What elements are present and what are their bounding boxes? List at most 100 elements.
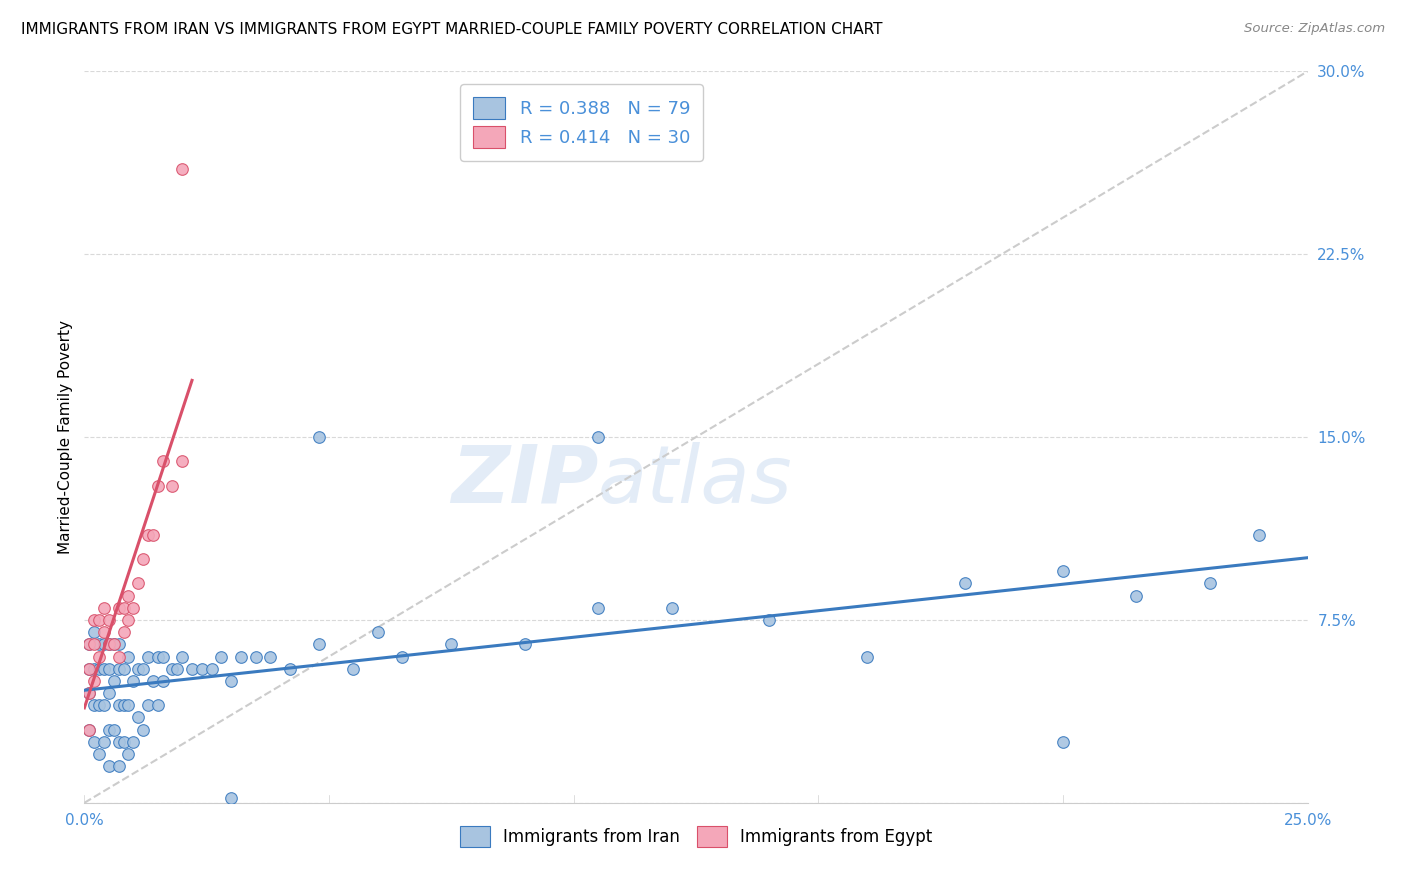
Text: ZIP: ZIP [451, 442, 598, 520]
Point [1198, 576, 1220, 591]
Point [77, 686, 100, 700]
Point [117, 589, 139, 603]
Point [112, 625, 135, 640]
Point [122, 673, 145, 688]
Point [97, 637, 120, 651]
Point [107, 662, 129, 676]
Point [259, 649, 281, 664]
Point [342, 662, 364, 676]
Point [77, 637, 100, 651]
Point [97, 613, 120, 627]
Point [93, 735, 115, 749]
Point [278, 662, 301, 676]
Point [112, 735, 135, 749]
Point [87, 662, 110, 676]
Point [209, 649, 232, 664]
Point [83, 625, 105, 640]
Point [391, 649, 413, 664]
Y-axis label: Married-Couple Family Poverty: Married-Couple Family Poverty [58, 320, 73, 554]
Point [1125, 589, 1147, 603]
Point [245, 649, 267, 664]
Point [87, 613, 110, 627]
Point [97, 686, 120, 700]
Point [856, 649, 879, 664]
Legend: Immigrants from Iran, Immigrants from Egypt: Immigrants from Iran, Immigrants from Eg… [450, 816, 942, 856]
Point [440, 637, 463, 651]
Point [172, 161, 194, 176]
Point [586, 600, 609, 615]
Point [77, 686, 100, 700]
Point [191, 662, 214, 676]
Point [112, 698, 135, 713]
Point [308, 430, 330, 444]
Point [103, 637, 125, 651]
Point [367, 625, 389, 640]
Point [1052, 564, 1074, 578]
Point [513, 637, 536, 651]
Point [93, 698, 115, 713]
Point [97, 759, 120, 773]
Point [107, 600, 129, 615]
Point [117, 649, 139, 664]
Point [77, 662, 100, 676]
Point [953, 576, 976, 591]
Point [103, 637, 125, 651]
Point [146, 479, 169, 493]
Point [97, 637, 120, 651]
Point [166, 662, 188, 676]
Point [172, 454, 194, 468]
Point [1052, 735, 1074, 749]
Point [97, 723, 120, 737]
Point [162, 479, 184, 493]
Point [107, 735, 129, 749]
Point [152, 454, 174, 468]
Point [107, 698, 129, 713]
Point [132, 662, 155, 676]
Point [127, 662, 149, 676]
Point [103, 723, 125, 737]
Point [219, 791, 242, 805]
Point [93, 600, 115, 615]
Point [107, 649, 129, 664]
Point [97, 662, 120, 676]
Point [87, 637, 110, 651]
Point [122, 735, 145, 749]
Text: atlas: atlas [598, 442, 793, 520]
Point [127, 710, 149, 724]
Point [87, 747, 110, 761]
Point [107, 637, 129, 651]
Point [77, 723, 100, 737]
Point [83, 698, 105, 713]
Point [103, 673, 125, 688]
Point [142, 527, 165, 541]
Point [586, 430, 609, 444]
Point [136, 527, 159, 541]
Point [117, 698, 139, 713]
Point [117, 747, 139, 761]
Point [93, 662, 115, 676]
Point [93, 637, 115, 651]
Point [142, 673, 165, 688]
Point [661, 600, 683, 615]
Point [77, 662, 100, 676]
Point [152, 673, 174, 688]
Text: Source: ZipAtlas.com: Source: ZipAtlas.com [1244, 22, 1385, 36]
Point [93, 625, 115, 640]
Point [200, 662, 222, 676]
Point [308, 637, 330, 651]
Point [152, 649, 174, 664]
Point [87, 649, 110, 664]
Point [83, 637, 105, 651]
Point [162, 662, 184, 676]
Point [77, 723, 100, 737]
Point [181, 662, 204, 676]
Point [1247, 527, 1270, 541]
Point [83, 735, 105, 749]
Point [122, 600, 145, 615]
Point [146, 698, 169, 713]
Point [107, 759, 129, 773]
Point [172, 649, 194, 664]
Text: IMMIGRANTS FROM IRAN VS IMMIGRANTS FROM EGYPT MARRIED-COUPLE FAMILY POVERTY CORR: IMMIGRANTS FROM IRAN VS IMMIGRANTS FROM … [21, 22, 883, 37]
Point [112, 600, 135, 615]
Point [127, 576, 149, 591]
